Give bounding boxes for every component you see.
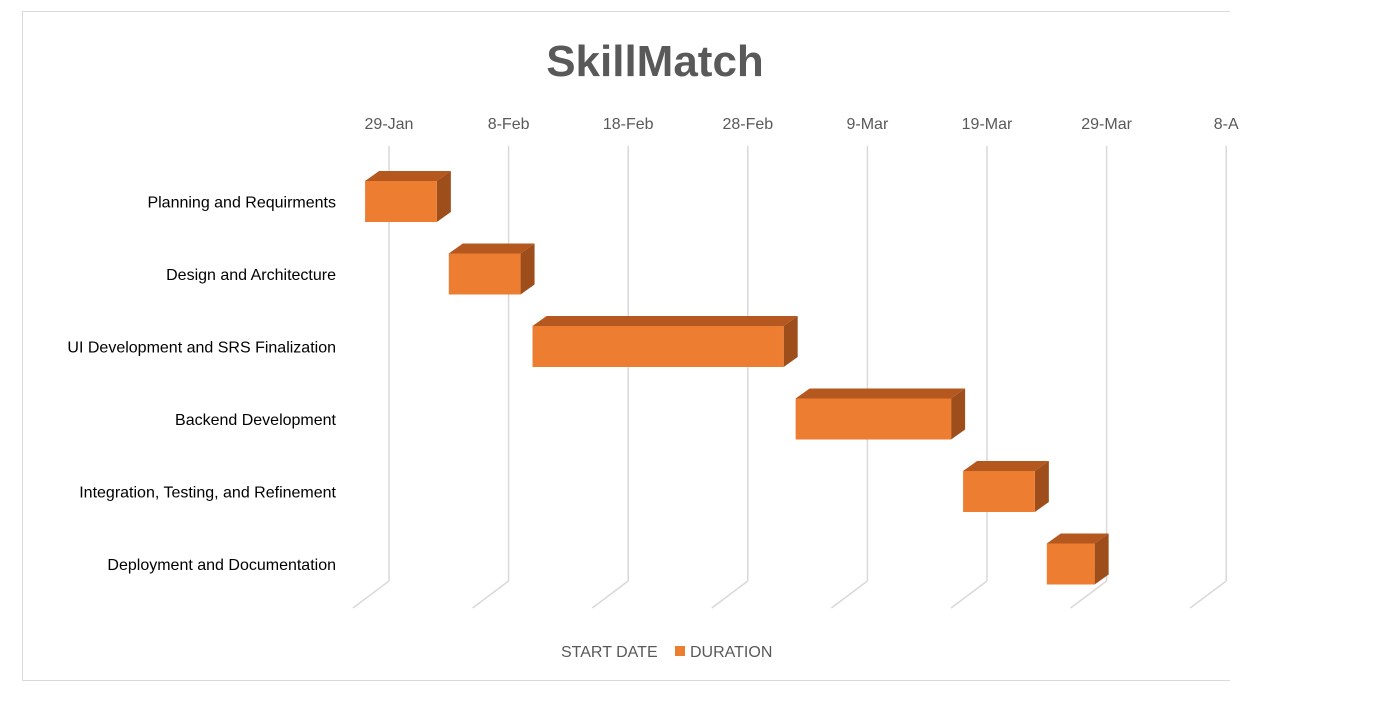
x-tick-label: 19-Mar [962, 116, 1013, 133]
x-tick-label: 9-Mar [847, 116, 889, 133]
category-label: Design and Architecture [166, 267, 336, 284]
legend: START DATE DURATION [561, 644, 772, 661]
duration-bar [448, 243, 535, 295]
bar-side-face [436, 171, 451, 222]
bar-top-face [532, 316, 798, 326]
legend-start-date: START DATE [561, 644, 658, 661]
bar-side-face [1094, 533, 1109, 585]
bar-front-face [532, 326, 784, 367]
gridline-floor [352, 580, 390, 609]
gridline-floor [591, 580, 629, 609]
legend-duration-swatch [675, 646, 685, 656]
category-labels: Planning and Requirments Design and Archi… [67, 195, 336, 575]
x-tick-label: 18-Feb [603, 116, 654, 133]
category-label: Planning and Requirments [147, 195, 336, 212]
x-tick-label: 29-Mar [1081, 116, 1132, 133]
gridline-floor [711, 580, 749, 609]
x-tick-label: 29-Jan [365, 116, 414, 133]
x-tick-label: 8-A [1214, 116, 1239, 133]
bar-front-face [1046, 543, 1095, 585]
bar-front-face [963, 471, 1035, 512]
bar-top-face [448, 243, 535, 254]
duration-bars [365, 171, 1109, 585]
x-axis-ticks: 29-Jan 8-Feb 18-Feb 28-Feb 9-Mar 19-Mar 29-Mar… [365, 116, 1239, 133]
bar-front-face [795, 398, 952, 440]
gridline-floor [830, 580, 868, 609]
gridline-floor [950, 580, 988, 609]
gridline-floor [1070, 580, 1108, 609]
bar-top-face [365, 171, 451, 181]
gridline-floor [1189, 580, 1227, 609]
chart-frame [22, 11, 1230, 681]
x-tick-label: 8-Feb [488, 116, 530, 133]
category-label: Backend Development [175, 412, 337, 429]
bar-side-face [520, 243, 535, 295]
x-tick-label: 28-Feb [722, 116, 773, 133]
gridline-floor [472, 580, 510, 609]
chart-title: SkillMatch [546, 37, 764, 86]
category-label: Integration, Testing, and Refinement [79, 485, 336, 502]
bar-top-face [795, 388, 966, 399]
bar-side-face [1034, 461, 1049, 512]
bar-top-face [1046, 533, 1109, 544]
bar-front-face [448, 253, 521, 295]
duration-bar [795, 388, 966, 440]
legend-duration: DURATION [690, 644, 772, 661]
duration-bar [1046, 533, 1109, 585]
bar-front-face [365, 181, 437, 222]
duration-bar [532, 316, 798, 367]
duration-bar [365, 171, 451, 222]
duration-bar [963, 461, 1049, 512]
category-label: UI Development and SRS Finalization [67, 340, 336, 357]
bar-side-face [951, 388, 966, 440]
bar-top-face [963, 461, 1049, 471]
category-label: Deployment and Documentation [107, 557, 336, 574]
bar-side-face [783, 316, 798, 367]
